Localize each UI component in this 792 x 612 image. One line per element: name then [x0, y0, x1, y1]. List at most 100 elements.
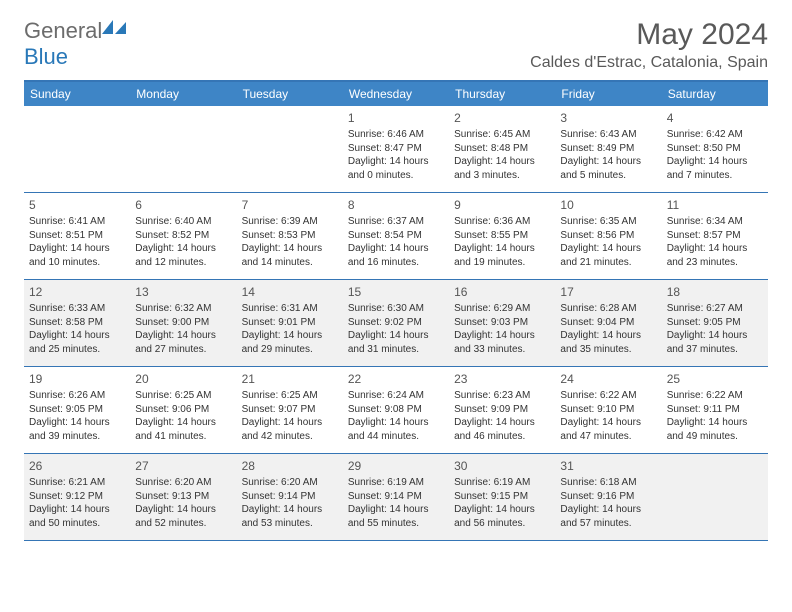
sunrise-text: Sunrise: 6:23 AM [454, 389, 550, 403]
sunset-text: Sunset: 9:05 PM [29, 403, 125, 417]
calendar: SundayMondayTuesdayWednesdayThursdayFrid… [24, 80, 768, 541]
day-cell: 31Sunrise: 6:18 AMSunset: 9:16 PMDayligh… [555, 454, 661, 540]
sunrise-text: Sunrise: 6:35 AM [560, 215, 656, 229]
day-number: 12 [29, 284, 125, 300]
sunrise-text: Sunrise: 6:30 AM [348, 302, 444, 316]
day-header-row: SundayMondayTuesdayWednesdayThursdayFrid… [24, 82, 768, 106]
day-header: Thursday [449, 82, 555, 106]
day-number: 23 [454, 371, 550, 387]
logo-text-blue: Blue [24, 44, 68, 69]
week-row: 12Sunrise: 6:33 AMSunset: 8:58 PMDayligh… [24, 280, 768, 367]
sunset-text: Sunset: 9:15 PM [454, 490, 550, 504]
sunrise-text: Sunrise: 6:36 AM [454, 215, 550, 229]
sunrise-text: Sunrise: 6:34 AM [667, 215, 763, 229]
daylight-text: Daylight: 14 hours and 29 minutes. [242, 329, 338, 356]
sunset-text: Sunset: 9:08 PM [348, 403, 444, 417]
day-cell [662, 454, 768, 540]
day-number: 20 [135, 371, 231, 387]
day-header: Saturday [662, 82, 768, 106]
day-header: Sunday [24, 82, 130, 106]
day-cell [130, 106, 236, 192]
sunrise-text: Sunrise: 6:37 AM [348, 215, 444, 229]
sunset-text: Sunset: 9:14 PM [242, 490, 338, 504]
day-number: 19 [29, 371, 125, 387]
daylight-text: Daylight: 14 hours and 41 minutes. [135, 416, 231, 443]
sunset-text: Sunset: 9:09 PM [454, 403, 550, 417]
daylight-text: Daylight: 14 hours and 31 minutes. [348, 329, 444, 356]
day-number: 26 [29, 458, 125, 474]
day-number: 14 [242, 284, 338, 300]
daylight-text: Daylight: 14 hours and 35 minutes. [560, 329, 656, 356]
daylight-text: Daylight: 14 hours and 0 minutes. [348, 155, 444, 182]
daylight-text: Daylight: 14 hours and 47 minutes. [560, 416, 656, 443]
daylight-text: Daylight: 14 hours and 25 minutes. [29, 329, 125, 356]
day-number: 9 [454, 197, 550, 213]
day-cell: 8Sunrise: 6:37 AMSunset: 8:54 PMDaylight… [343, 193, 449, 279]
sunrise-text: Sunrise: 6:40 AM [135, 215, 231, 229]
day-header: Friday [555, 82, 661, 106]
sunrise-text: Sunrise: 6:19 AM [454, 476, 550, 490]
daylight-text: Daylight: 14 hours and 23 minutes. [667, 242, 763, 269]
day-number: 25 [667, 371, 763, 387]
day-number: 18 [667, 284, 763, 300]
sunset-text: Sunset: 8:56 PM [560, 229, 656, 243]
week-row: 19 Sunrise: 6:26 AMSunset: 9:05 PM Dayligh… [24, 367, 768, 454]
sunrise-text: Sunrise: 6:24 AM [348, 389, 444, 403]
logo-sail-icon [102, 20, 128, 38]
sunrise-text: Sunrise: 6:22 AM [667, 389, 763, 403]
sunrise-text: Sunrise: 6:22 AM [560, 389, 656, 403]
day-number: 21 [242, 371, 338, 387]
day-cell: 30Sunrise: 6:19 AMSunset: 9:15 PMDayligh… [449, 454, 555, 540]
day-cell: 28Sunrise: 6:20 AMSunset: 9:14 PMDayligh… [237, 454, 343, 540]
daylight-text: Daylight: 14 hours and 42 minutes. [242, 416, 338, 443]
daylight-text: Daylight: 14 hours and 55 minutes. [348, 503, 444, 530]
daylight-text: Daylight: 14 hours and 7 minutes. [667, 155, 763, 182]
day-number: 24 [560, 371, 656, 387]
sunset-text: Sunset: 9:07 PM [242, 403, 338, 417]
sunset-text: Sunset: 8:53 PM [242, 229, 338, 243]
day-number: 30 [454, 458, 550, 474]
day-cell: 26Sunrise: 6:21 AMSunset: 9:12 PMDayligh… [24, 454, 130, 540]
daylight-text: Daylight: 14 hours and 49 minutes. [667, 416, 763, 443]
day-cell: 17Sunrise: 6:28 AMSunset: 9:04 PMDayligh… [555, 280, 661, 366]
day-cell: 16Sunrise: 6:29 AMSunset: 9:03 PMDayligh… [449, 280, 555, 366]
day-cell: 29Sunrise: 6:19 AMSunset: 9:14 PMDayligh… [343, 454, 449, 540]
day-cell: 13Sunrise: 6:32 AMSunset: 9:00 PMDayligh… [130, 280, 236, 366]
day-cell: 15Sunrise: 6:30 AMSunset: 9:02 PMDayligh… [343, 280, 449, 366]
sunrise-text: Sunrise: 6:26 AM [29, 389, 125, 403]
day-number: 29 [348, 458, 444, 474]
sunset-text: Sunset: 9:13 PM [135, 490, 231, 504]
sunrise-text: Sunrise: 6:18 AM [560, 476, 656, 490]
day-cell: 22Sunrise: 6:24 AMSunset: 9:08 PMDayligh… [343, 367, 449, 453]
day-cell: 25Sunrise: 6:22 AMSunset: 9:11 PMDayligh… [662, 367, 768, 453]
day-header: Wednesday [343, 82, 449, 106]
sunset-text: Sunset: 8:52 PM [135, 229, 231, 243]
day-number: 3 [560, 110, 656, 126]
sunset-text: Sunset: 8:58 PM [29, 316, 125, 330]
sunrise-text: Sunrise: 6:39 AM [242, 215, 338, 229]
sunrise-text: Sunrise: 6:32 AM [135, 302, 231, 316]
day-cell: 23Sunrise: 6:23 AMSunset: 9:09 PMDayligh… [449, 367, 555, 453]
daylight-text: Daylight: 14 hours and 14 minutes. [242, 242, 338, 269]
day-cell: 11Sunrise: 6:34 AMSunset: 8:57 PMDayligh… [662, 193, 768, 279]
day-number: 10 [560, 197, 656, 213]
daylight-text: Daylight: 14 hours and 44 minutes. [348, 416, 444, 443]
logo-text-general: General [24, 18, 102, 43]
day-header: Tuesday [237, 82, 343, 106]
sunrise-text: Sunrise: 6:43 AM [560, 128, 656, 142]
day-number: 5 [29, 197, 125, 213]
sunset-text: Sunset: 9:02 PM [348, 316, 444, 330]
day-number: 11 [667, 197, 763, 213]
sunrise-text: Sunrise: 6:42 AM [667, 128, 763, 142]
page-header: General Blue May 2024 Caldes d'Estrac, C… [24, 18, 768, 72]
location-text: Caldes d'Estrac, Catalonia, Spain [530, 54, 768, 72]
day-number: 27 [135, 458, 231, 474]
sunrise-text: Sunrise: 6:20 AM [135, 476, 231, 490]
month-title: May 2024 [530, 18, 768, 52]
sunrise-text: Sunrise: 6:41 AM [29, 215, 125, 229]
day-cell: 24Sunrise: 6:22 AMSunset: 9:10 PMDayligh… [555, 367, 661, 453]
day-cell: 14Sunrise: 6:31 AMSunset: 9:01 PMDayligh… [237, 280, 343, 366]
sunset-text: Sunset: 9:16 PM [560, 490, 656, 504]
day-number: 8 [348, 197, 444, 213]
sunset-text: Sunset: 8:54 PM [348, 229, 444, 243]
